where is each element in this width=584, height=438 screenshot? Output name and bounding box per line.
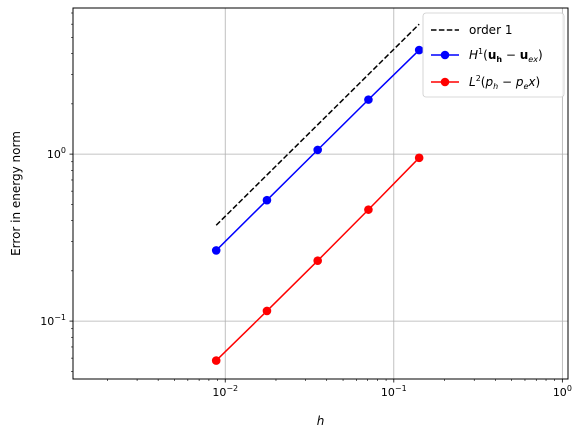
tick-labels: 10−2 10−1 100 10−1 100 [40, 146, 572, 399]
axes-frame [72, 7, 569, 380]
series-point-1 [262, 195, 272, 205]
series-point-2 [211, 356, 221, 365]
series-point-2 [313, 256, 322, 265]
legend-label-1: H1(uh − uex) [469, 47, 543, 64]
legend-label-0: order 1 [469, 23, 512, 37]
y-axis-label: Error in energy norm [9, 131, 23, 256]
plot-area [211, 23, 424, 365]
legend-label-2: L2(ph − pex) [469, 74, 540, 91]
legend-marker-2 [440, 77, 450, 87]
y-tick-label: 100 [47, 146, 66, 161]
series-point-1 [414, 45, 424, 55]
series-point-1 [313, 145, 322, 155]
ticks [69, 12, 563, 383]
x-tick-label: 100 [553, 384, 572, 399]
x-tick-label: 10−1 [381, 384, 407, 399]
series-point-1 [364, 95, 373, 104]
legend-marker-1 [440, 50, 450, 60]
y-tick-label: 10−1 [40, 313, 66, 328]
series-point-2 [364, 205, 373, 214]
x-axis-label: h [317, 414, 325, 428]
series-line-0 [215, 23, 420, 226]
series-point-2 [262, 306, 272, 316]
series-point-2 [414, 153, 424, 163]
series-point-1 [211, 246, 221, 255]
x-tick-label: 10−2 [212, 384, 238, 399]
legend: order 1 H1(uh − uex) L2(ph − pex) [422, 12, 565, 98]
legend-box [422, 12, 565, 98]
